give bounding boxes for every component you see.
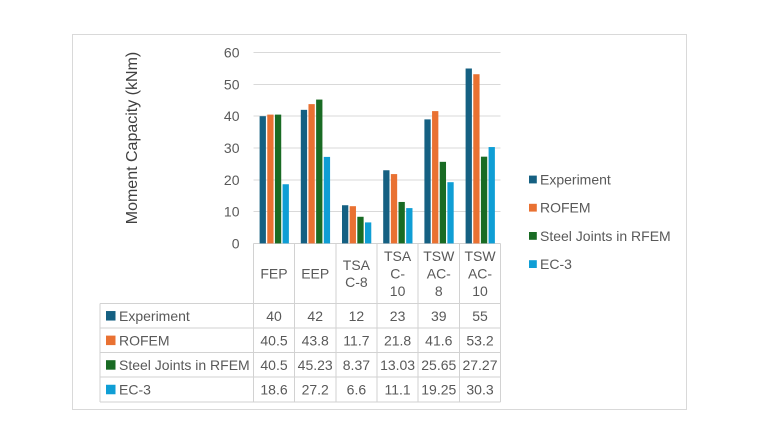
svg-text:40: 40 [266,308,282,324]
svg-text:43.8: 43.8 [302,332,329,348]
svg-text:41.6: 41.6 [425,332,452,348]
svg-text:42: 42 [307,308,323,324]
svg-text:23: 23 [390,308,406,324]
svg-text:39: 39 [431,308,447,324]
svg-text:AC-: AC- [468,265,492,281]
svg-text:10: 10 [390,283,406,299]
svg-text:40: 40 [224,108,240,124]
svg-text:53.2: 53.2 [466,332,493,348]
svg-text:Steel Joints in RFEM: Steel Joints in RFEM [119,357,250,373]
svg-text:Experiment: Experiment [119,308,190,324]
svg-text:EEP: EEP [301,265,329,281]
svg-text:ROFEM: ROFEM [119,332,170,348]
svg-text:55: 55 [472,308,488,324]
svg-text:40.5: 40.5 [260,332,287,348]
svg-text:13.03: 13.03 [380,357,415,373]
svg-text:45.23: 45.23 [298,357,333,373]
svg-text:10: 10 [224,204,240,220]
svg-text:6.6: 6.6 [347,382,367,398]
svg-text:12: 12 [349,308,365,324]
svg-text:C-8: C-8 [345,274,368,290]
svg-text:8.37: 8.37 [343,357,370,373]
svg-text:10: 10 [472,283,488,299]
svg-text:11.1: 11.1 [384,382,410,398]
svg-text:ROFEM: ROFEM [540,200,591,216]
svg-text:TSW: TSW [423,248,455,264]
svg-text:21.8: 21.8 [384,332,411,348]
svg-text:FEP: FEP [260,265,287,281]
svg-text:11.7: 11.7 [343,332,369,348]
svg-text:EC-3: EC-3 [119,382,151,398]
svg-text:TSW: TSW [464,248,496,264]
svg-text:Experiment: Experiment [540,172,611,188]
svg-text:20: 20 [224,172,240,188]
svg-text:AC-: AC- [427,265,451,281]
svg-text:Moment Capacity (kNm): Moment Capacity (kNm) [124,52,141,224]
svg-text:30.3: 30.3 [466,382,493,398]
svg-text:Steel Joints in RFEM: Steel Joints in RFEM [540,228,671,244]
svg-text:27.2: 27.2 [302,382,329,398]
svg-text:19.25: 19.25 [421,382,456,398]
svg-text:TSA: TSA [384,248,412,264]
svg-text:50: 50 [224,76,240,92]
svg-text:25.65: 25.65 [421,357,456,373]
svg-text:30: 30 [224,140,240,156]
svg-text:40.5: 40.5 [260,357,287,373]
svg-text:C-: C- [390,265,405,281]
svg-text:TSA: TSA [343,257,371,273]
svg-text:27.27: 27.27 [462,357,497,373]
svg-text:8: 8 [435,283,443,299]
svg-text:0: 0 [232,235,240,251]
svg-text:18.6: 18.6 [260,382,287,398]
svg-text:60: 60 [224,45,240,61]
svg-text:EC-3: EC-3 [540,256,572,272]
